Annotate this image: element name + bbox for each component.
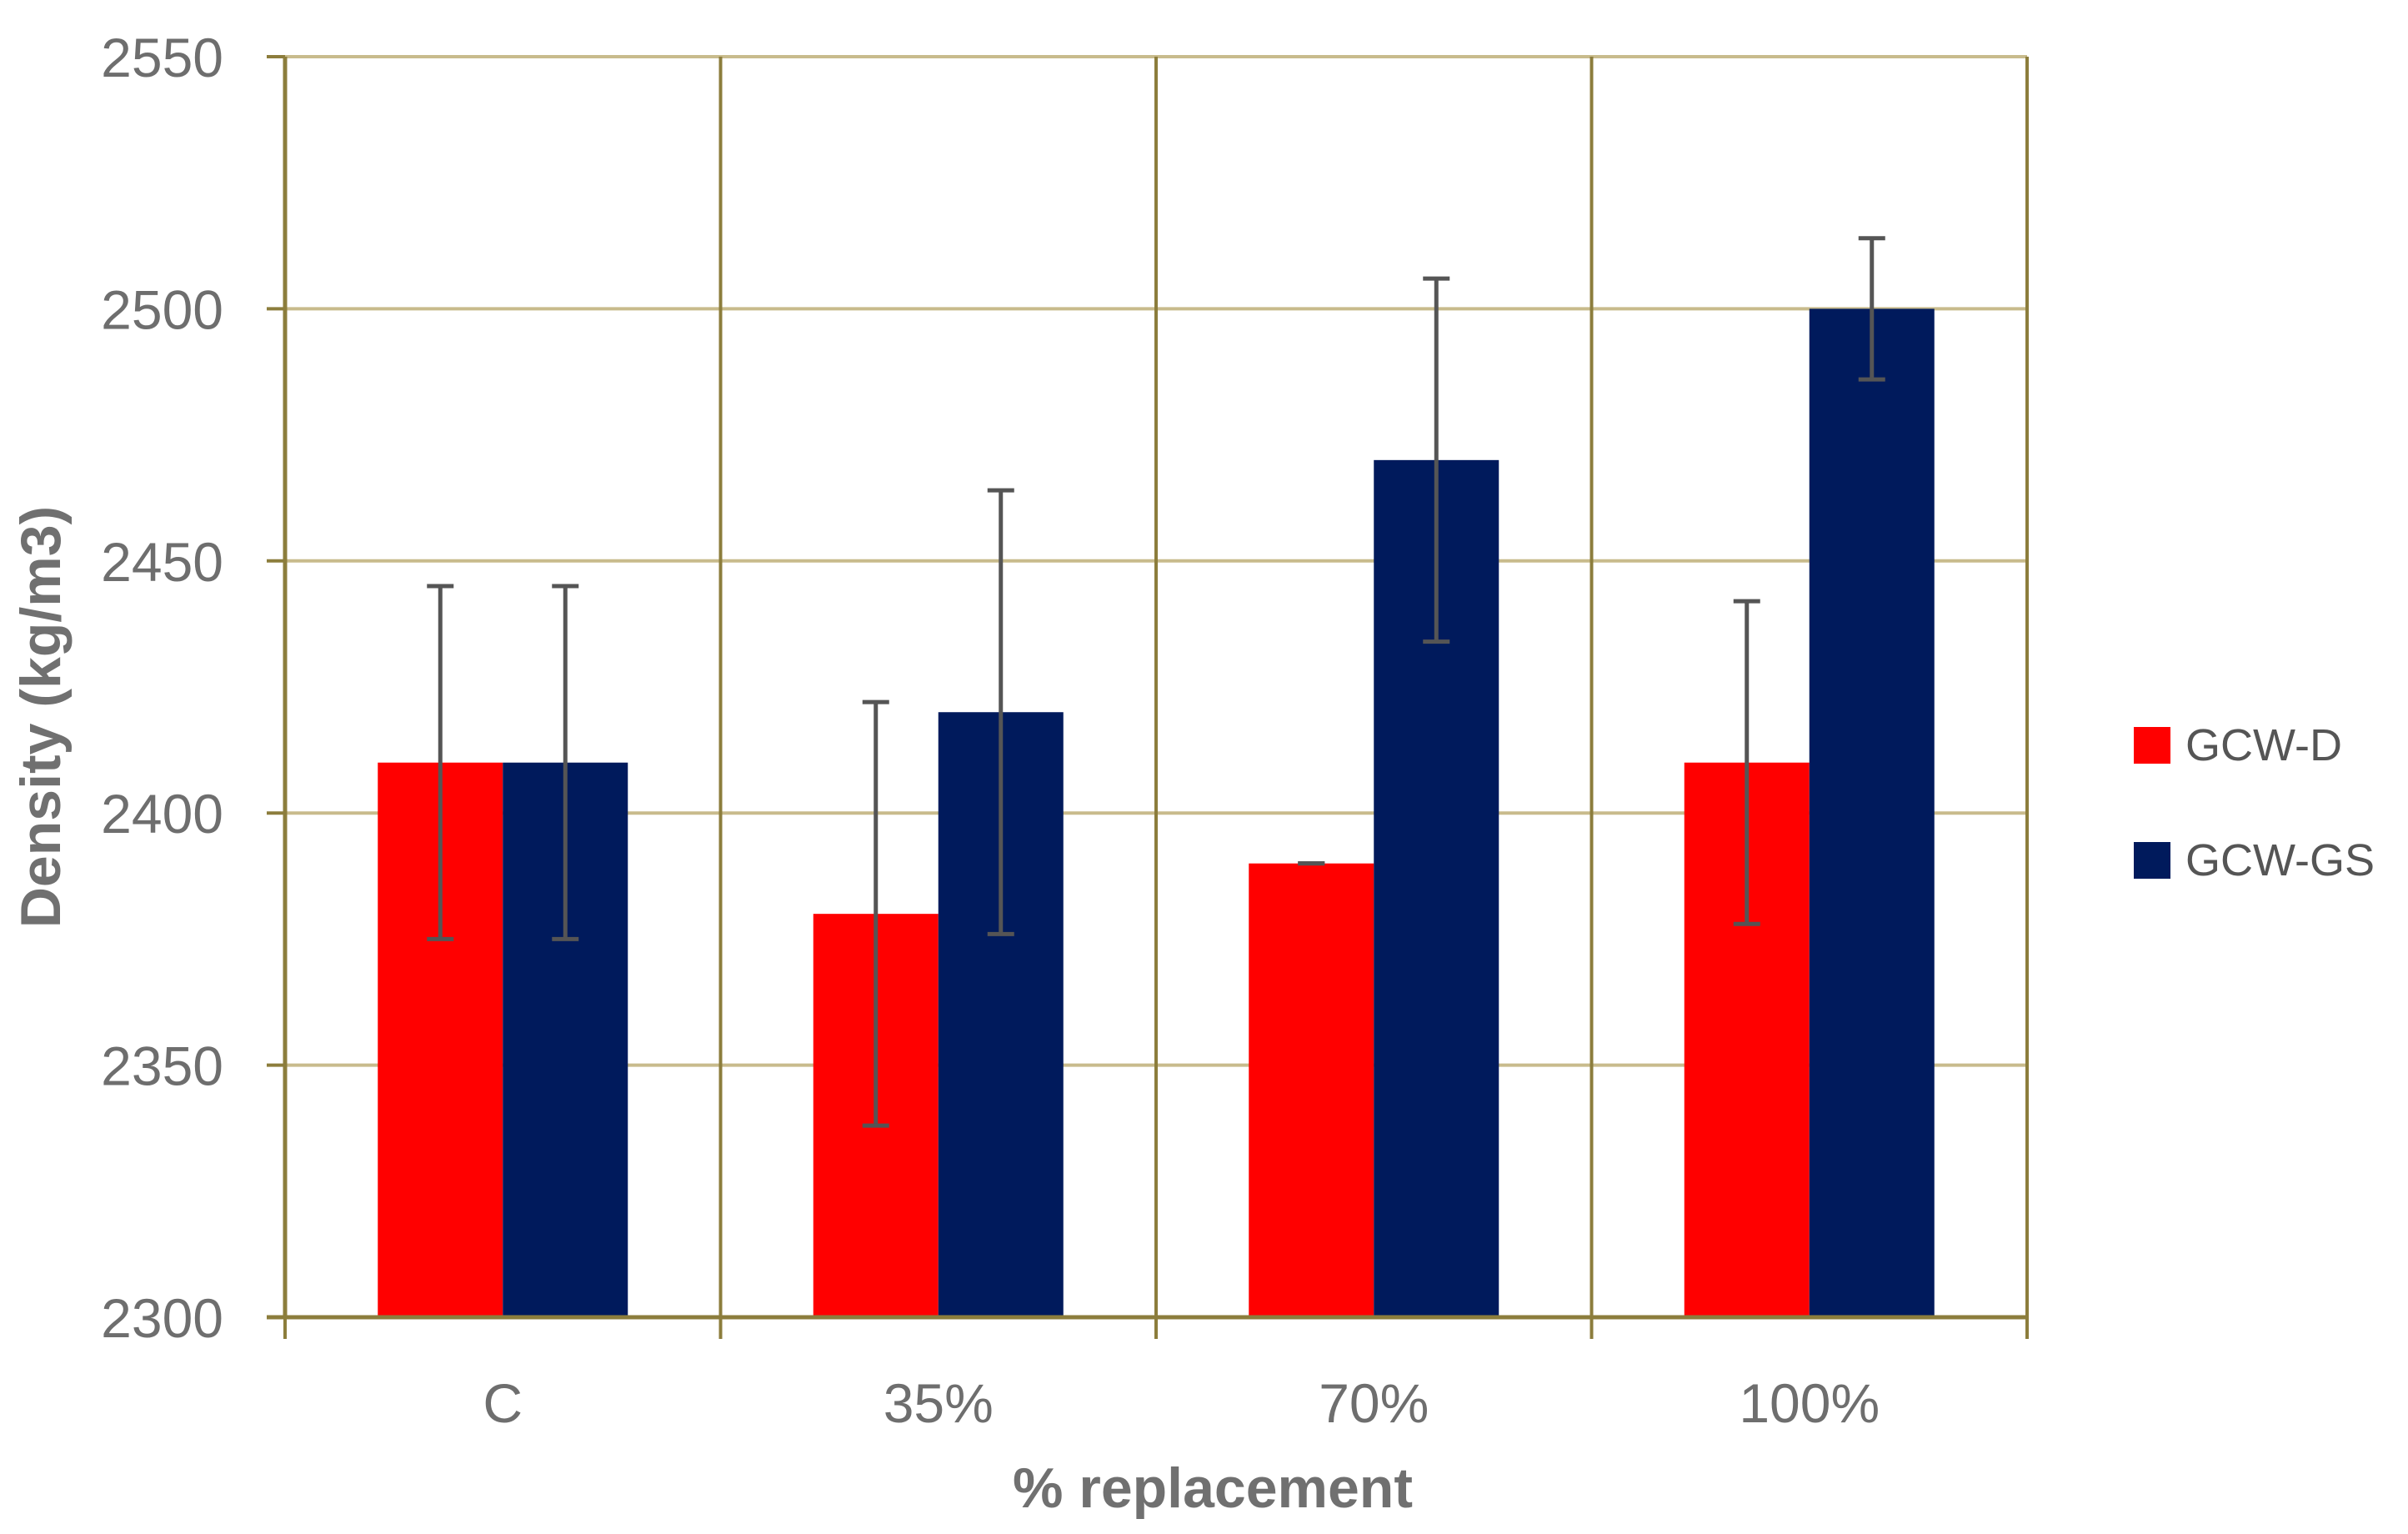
y-axis-title: Density (kg/m3) [9, 506, 73, 928]
error-bar-layer [427, 236, 1885, 1128]
x-axis-title: % replacement [1013, 1456, 1413, 1520]
x-tick-label: C [483, 1372, 523, 1434]
bar-gcw-d-2 [1249, 863, 1374, 1317]
y-tick-label: 2300 [101, 1287, 223, 1349]
axis-layer [267, 55, 2029, 1339]
x-tick-label: 35% [884, 1372, 994, 1434]
legend-label-gcw-d: GCW-D [2185, 720, 2342, 770]
legend-swatch-gcw-d [2134, 727, 2170, 764]
y-tick-label: 2450 [101, 531, 223, 593]
y-tick-label: 2400 [101, 783, 223, 845]
y-tick-label: 2550 [101, 27, 223, 88]
legend-swatch-gcw-gs [2134, 842, 2170, 879]
legend: GCW-D GCW-GS [2134, 720, 2375, 885]
x-tick-label: 70% [1319, 1372, 1429, 1434]
y-tick-label: 2500 [101, 278, 223, 340]
y-tick-label: 2350 [101, 1035, 223, 1097]
legend-label-gcw-gs: GCW-GS [2185, 835, 2375, 885]
tick-label-layer: 2300 2350 2400 2450 2500 2550 C 35% 70% 100% [101, 27, 1880, 1434]
bar-gcw-gs-3 [1809, 308, 1935, 1317]
x-tick-label: 100% [1739, 1372, 1880, 1434]
